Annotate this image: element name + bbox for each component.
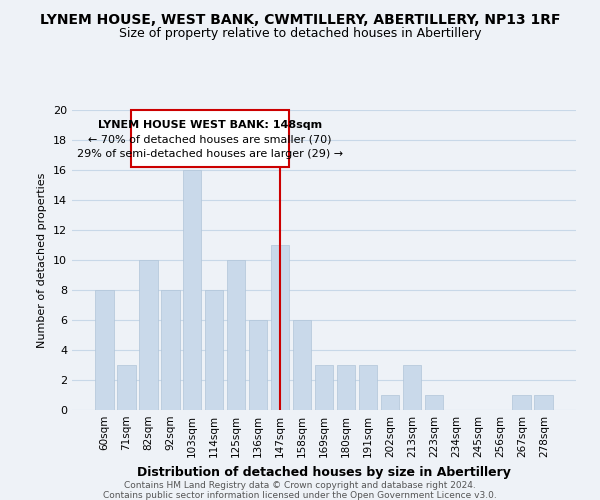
Y-axis label: Number of detached properties: Number of detached properties <box>37 172 47 348</box>
Text: Contains public sector information licensed under the Open Government Licence v3: Contains public sector information licen… <box>103 490 497 500</box>
Bar <box>535 395 553 410</box>
Bar <box>314 365 334 410</box>
Bar <box>380 395 399 410</box>
Bar <box>271 245 289 410</box>
Text: 29% of semi-detached houses are larger (29) →: 29% of semi-detached houses are larger (… <box>77 149 343 159</box>
Bar <box>249 320 268 410</box>
Text: Size of property relative to detached houses in Abertillery: Size of property relative to detached ho… <box>119 28 481 40</box>
Bar <box>131 110 289 167</box>
Bar <box>117 365 136 410</box>
Bar <box>425 395 443 410</box>
Bar <box>512 395 531 410</box>
Text: Contains HM Land Registry data © Crown copyright and database right 2024.: Contains HM Land Registry data © Crown c… <box>124 480 476 490</box>
Bar <box>403 365 421 410</box>
Text: LYNEM HOUSE WEST BANK: 148sqm: LYNEM HOUSE WEST BANK: 148sqm <box>98 120 322 130</box>
Bar <box>183 170 202 410</box>
Text: LYNEM HOUSE, WEST BANK, CWMTILLERY, ABERTILLERY, NP13 1RF: LYNEM HOUSE, WEST BANK, CWMTILLERY, ABER… <box>40 12 560 26</box>
Text: Distribution of detached houses by size in Abertillery: Distribution of detached houses by size … <box>137 466 511 479</box>
Bar <box>139 260 158 410</box>
Text: ← 70% of detached houses are smaller (70): ← 70% of detached houses are smaller (70… <box>88 134 331 144</box>
Bar <box>227 260 245 410</box>
Bar <box>359 365 377 410</box>
Bar <box>205 290 223 410</box>
Bar <box>337 365 355 410</box>
Bar <box>293 320 311 410</box>
Bar <box>161 290 179 410</box>
Bar <box>95 290 113 410</box>
